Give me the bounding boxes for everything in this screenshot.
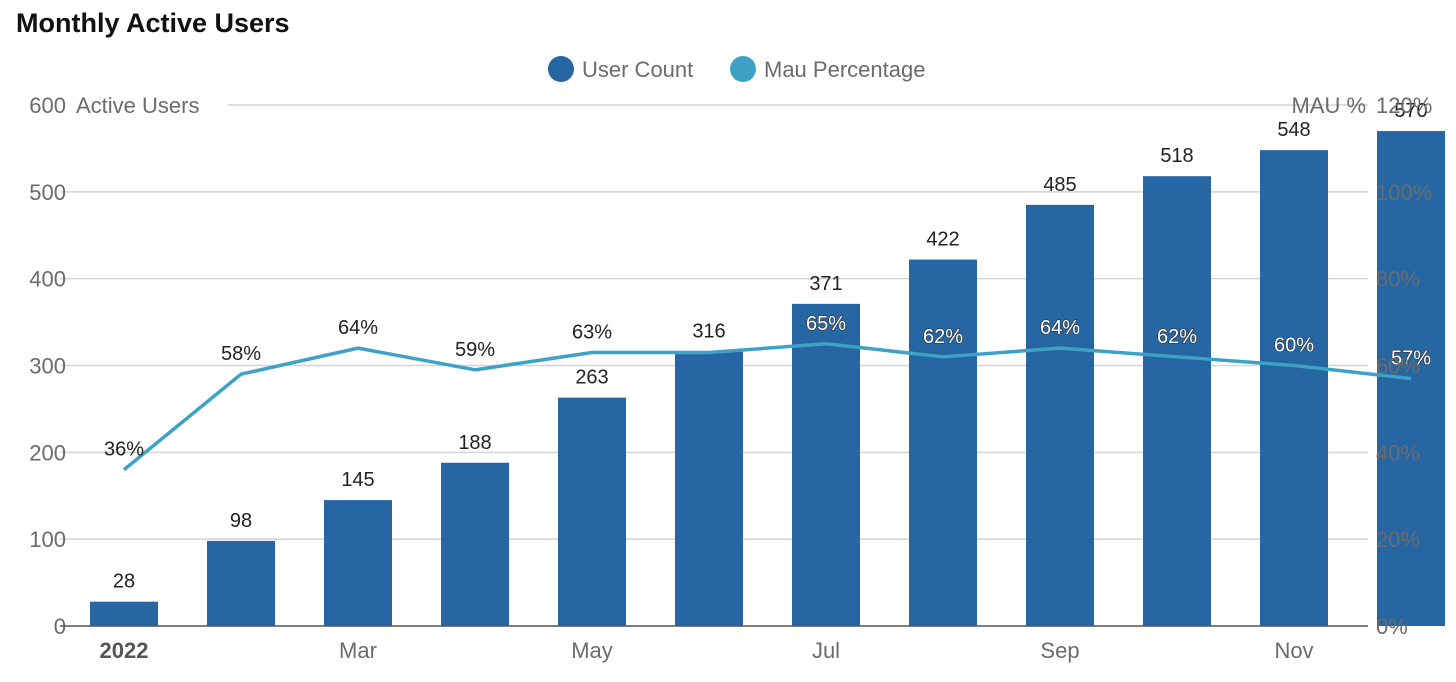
line-value-label: 62%	[1157, 326, 1197, 348]
line-value-label: 62%	[923, 326, 963, 348]
bar-value-label: 188	[458, 432, 491, 454]
bar-value-label: 570	[1394, 100, 1427, 122]
y-right-tick-label: 40%	[1376, 440, 1420, 465]
bar-value-label: 485	[1043, 174, 1076, 196]
line-value-label: 58%	[221, 343, 261, 365]
y-right-tick-label: 60%	[1376, 354, 1420, 379]
y-left-tick-label: 200	[29, 440, 66, 465]
line-value-label: 60%	[1274, 335, 1314, 357]
bar-value-label: 422	[926, 229, 959, 251]
x-tick-label: Mar	[339, 638, 377, 663]
bar-value-label: 371	[809, 273, 842, 295]
bar-user-count[interactable]	[441, 462, 509, 626]
y-left-tick-label: 600	[29, 93, 66, 118]
line-value-label: 57%	[1391, 348, 1431, 370]
y-right-tick-label: 100%	[1376, 180, 1432, 205]
bar-user-count[interactable]	[207, 540, 275, 626]
y-left-tick-label: 500	[29, 180, 66, 205]
bar-user-count[interactable]	[558, 397, 626, 626]
x-tick-label: 2022	[100, 638, 149, 663]
chart-title: Monthly Active Users	[16, 8, 290, 38]
bar-user-count[interactable]	[1143, 176, 1211, 626]
y-right-tick-label: 120%	[1376, 93, 1432, 118]
legend-label-user-count[interactable]: User Count	[582, 57, 693, 82]
y-right-tick-label: 80%	[1376, 267, 1420, 292]
line-series	[122, 342, 1412, 472]
bar-value-label: 98	[230, 510, 252, 532]
bar-user-count[interactable]	[1260, 150, 1328, 627]
x-tick-label: May	[571, 638, 613, 663]
bar-value-label: 263	[575, 367, 608, 389]
bar-user-count[interactable]	[675, 351, 743, 626]
bar-user-count[interactable]	[1377, 131, 1445, 627]
y-right-tick-label: 20%	[1376, 527, 1420, 552]
bar-value-label: 145	[341, 469, 374, 491]
line-value-label: 65%	[806, 313, 846, 335]
bar-user-count[interactable]	[324, 500, 392, 626]
bar-value-label: 548	[1277, 119, 1310, 141]
bar-series	[90, 131, 1445, 627]
bar-value-label: 518	[1160, 145, 1193, 167]
x-tick-label: Nov	[1274, 638, 1313, 663]
bar-user-count[interactable]	[1026, 204, 1094, 626]
y-right-tick-label: 0%	[1376, 614, 1408, 639]
bar-user-count[interactable]	[792, 303, 860, 626]
bar-value-label: 316	[692, 321, 725, 343]
line-value-label: 64%	[1040, 317, 1080, 339]
y-left-tick-label: 100	[29, 527, 66, 552]
axes: 0 100 200 300 400 500 600 Active Users 0% 20% 40% 6…	[29, 93, 1432, 663]
line-value-label: 36%	[104, 439, 144, 461]
y-left-axis-title: Active Users	[76, 93, 199, 118]
x-tick-label: Jul	[812, 638, 840, 663]
y-left-tick-label: 0	[54, 614, 66, 639]
legend: User Count Mau Percentage	[548, 56, 925, 82]
line-value-label: 63%	[572, 321, 612, 343]
bar-value-label: 28	[113, 571, 135, 593]
data-labels: 28 98 145 188 263 316 371 422 485 518 548 570 36% 58%…	[104, 100, 1432, 593]
y-left-tick-label: 300	[29, 354, 66, 379]
bar-user-count[interactable]	[90, 601, 158, 626]
line-value-label: 64%	[338, 317, 378, 339]
line-mau-percentage[interactable]	[122, 342, 1412, 472]
legend-swatch-user-count[interactable]	[548, 56, 574, 82]
bar-user-count[interactable]	[909, 259, 977, 626]
legend-label-mau-percentage[interactable]: Mau Percentage	[764, 57, 925, 82]
y-right-axis-title: MAU %	[1291, 93, 1366, 118]
x-tick-label: Sep	[1040, 638, 1079, 663]
y-left-tick-label: 400	[29, 267, 66, 292]
legend-swatch-mau-percentage[interactable]	[730, 56, 756, 82]
line-value-label: 59%	[455, 339, 495, 361]
